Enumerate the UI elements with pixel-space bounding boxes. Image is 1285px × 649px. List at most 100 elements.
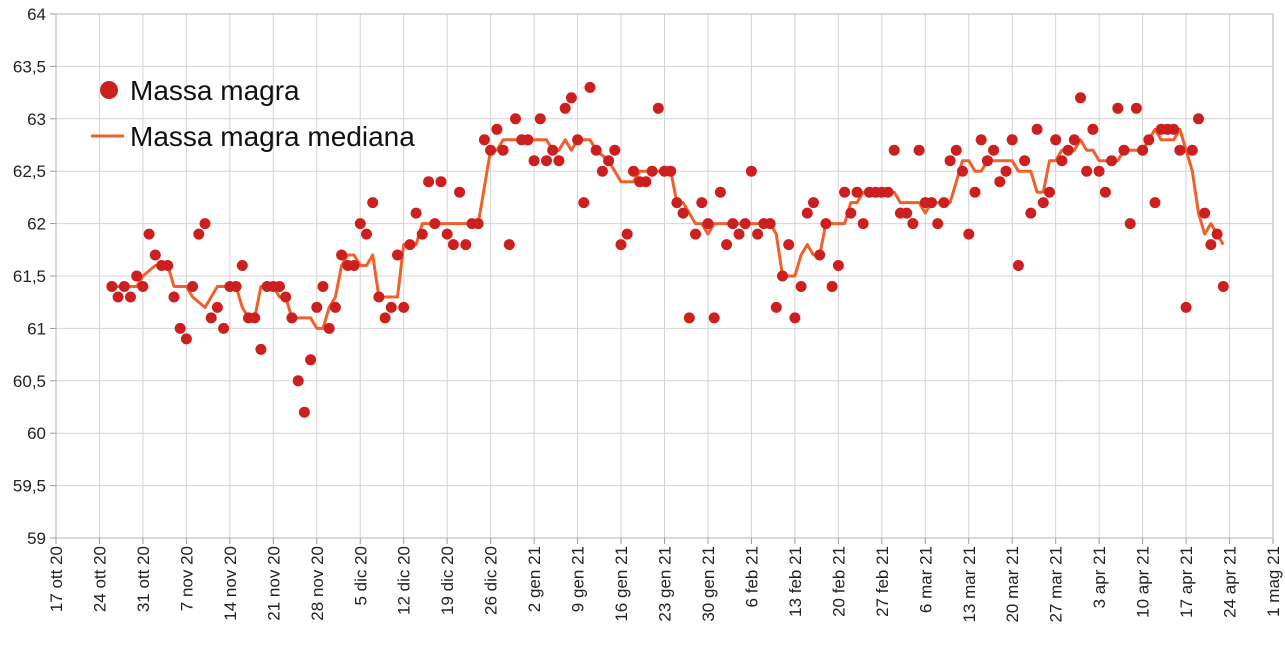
- data-point: [249, 312, 261, 324]
- data-point: [590, 144, 602, 156]
- data-point: [149, 249, 161, 261]
- data-point: [274, 281, 285, 292]
- data-point: [423, 176, 435, 188]
- data-point: [584, 81, 596, 93]
- data-point: [839, 186, 851, 198]
- data-point: [1106, 155, 1118, 167]
- data-point: [690, 228, 701, 240]
- data-point: [764, 218, 776, 230]
- data-point: [1037, 197, 1049, 209]
- data-point: [118, 281, 130, 292]
- data-point: [845, 207, 857, 219]
- data-point: [510, 113, 521, 125]
- data-point: [913, 144, 925, 156]
- data-point: [187, 281, 199, 292]
- data-point: [1118, 144, 1130, 156]
- x-tick-label: 6 mar 21: [916, 546, 935, 613]
- data-point: [1199, 207, 1211, 219]
- data-point: [789, 312, 801, 324]
- x-tick-label: 3 apr 21: [1090, 546, 1109, 608]
- data-point: [478, 134, 490, 146]
- data-point: [255, 343, 267, 355]
- data-point: [236, 260, 248, 271]
- x-tick-label: 7 nov 20: [177, 546, 196, 611]
- data-point: [708, 312, 720, 324]
- data-point: [975, 134, 987, 146]
- data-point: [106, 281, 118, 292]
- data-point: [696, 197, 708, 209]
- data-point: [193, 228, 205, 240]
- data-point: [1137, 144, 1149, 156]
- x-tick-label: 23 gen 21: [656, 546, 675, 622]
- data-point: [379, 312, 391, 324]
- data-point: [820, 218, 832, 230]
- data-point: [311, 301, 323, 313]
- x-tick-label: 10 apr 21: [1134, 546, 1153, 618]
- y-tick-label: 60: [27, 424, 46, 443]
- data-point: [857, 218, 869, 230]
- data-point: [1180, 301, 1192, 313]
- data-point: [131, 270, 143, 282]
- legend-label-line: Massa magra mediana: [130, 121, 415, 152]
- data-point: [665, 165, 677, 177]
- data-point: [826, 281, 838, 292]
- data-point: [1062, 144, 1074, 156]
- x-tick-label: 21 nov 20: [264, 546, 283, 621]
- x-tick-label: 24 ott 20: [90, 546, 109, 612]
- data-point: [503, 239, 515, 251]
- data-point: [646, 165, 658, 177]
- x-tick-label: 24 apr 21: [1221, 546, 1240, 618]
- data-point: [944, 155, 956, 167]
- data-point: [1068, 134, 1080, 146]
- data-point: [832, 260, 844, 271]
- data-point: [286, 312, 298, 324]
- data-point: [808, 197, 819, 209]
- data-point: [416, 228, 428, 240]
- data-point: [125, 291, 136, 303]
- data-point: [410, 207, 422, 219]
- data-point: [429, 218, 441, 230]
- data-point: [1044, 186, 1055, 198]
- data-point: [435, 176, 447, 188]
- points-series: [106, 81, 1229, 418]
- data-point: [1174, 144, 1186, 156]
- data-point: [373, 291, 385, 303]
- plot-frame: [55, 13, 1274, 539]
- y-tick-label: 62,5: [13, 162, 46, 181]
- data-point: [143, 228, 155, 240]
- data-point: [1124, 218, 1136, 230]
- data-point: [1149, 197, 1161, 209]
- x-tick-label: 19 dic 20: [438, 546, 457, 615]
- data-point: [1019, 155, 1031, 167]
- data-point: [1000, 165, 1012, 177]
- data-point: [323, 322, 335, 334]
- x-tick-label: 27 mar 21: [1047, 546, 1066, 623]
- x-tick-label: 9 gen 21: [569, 546, 588, 612]
- x-tick-label: 14 nov 20: [221, 546, 240, 621]
- data-point: [609, 144, 621, 156]
- data-point: [491, 123, 503, 135]
- data-point: [1081, 165, 1093, 177]
- data-point: [1006, 134, 1018, 146]
- legend-marker-points: [100, 81, 118, 99]
- y-tick-label: 63: [27, 110, 46, 129]
- y-tick-label: 61: [27, 319, 46, 338]
- legend: Massa magra Massa magra mediana: [91, 75, 415, 152]
- y-tick-labels: 59 59,5 60 60,5 61 61,5 62 62,5 63 63,5 64: [13, 5, 46, 548]
- data-point: [1025, 207, 1037, 219]
- data-point: [497, 144, 509, 156]
- x-tick-label: 12 dic 20: [395, 546, 414, 615]
- data-point: [926, 197, 937, 209]
- data-point: [280, 291, 292, 303]
- data-point: [907, 218, 919, 230]
- data-point: [950, 144, 962, 156]
- data-point: [354, 218, 366, 230]
- data-point: [1050, 134, 1062, 146]
- data-point: [938, 197, 950, 209]
- x-tick-label: 30 gen 21: [699, 546, 718, 622]
- data-point: [721, 239, 733, 251]
- data-point: [572, 134, 584, 146]
- x-tick-label: 26 dic 20: [482, 546, 501, 615]
